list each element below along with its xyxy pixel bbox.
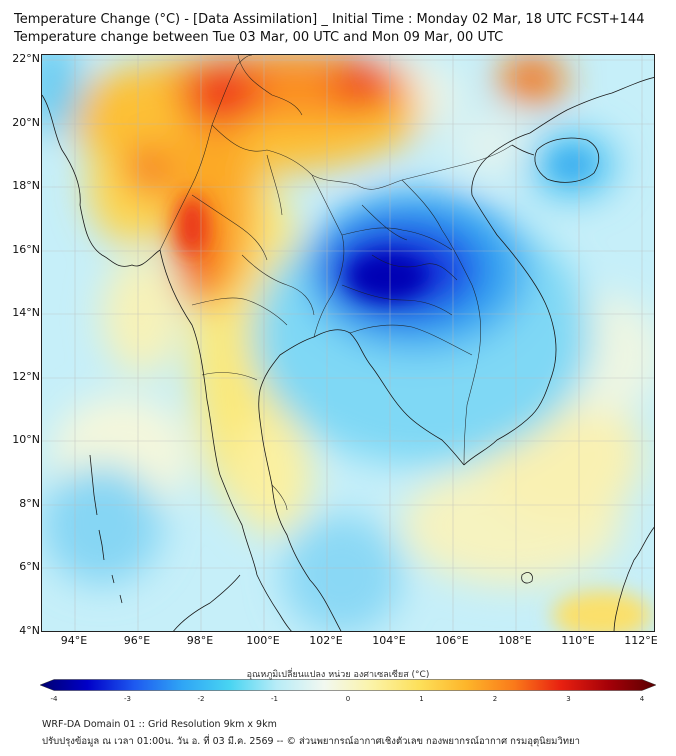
lat-label: 18°N	[12, 179, 40, 192]
coastlines	[42, 77, 654, 631]
lat-label: 16°N	[12, 243, 40, 256]
lon-label: 108°E	[498, 634, 532, 647]
lon-label: 104°E	[372, 634, 406, 647]
lon-label: 110°E	[561, 634, 595, 647]
lat-label: 8°N	[19, 497, 40, 510]
colorbar-tick: -4	[50, 695, 58, 703]
lat-label: 6°N	[19, 560, 40, 573]
colorbar-tick: -1	[271, 695, 278, 703]
colorbar-tick: -3	[124, 695, 131, 703]
map-subtitle: Temperature change between Tue 03 Mar, 0…	[14, 30, 504, 45]
colorbar-tick: 1	[419, 695, 424, 703]
temperature-change-map[interactable]	[41, 54, 655, 632]
lon-label: 100°E	[246, 634, 280, 647]
map-canvas	[42, 55, 654, 631]
graticule	[42, 55, 654, 631]
lon-label: 94°E	[60, 634, 88, 647]
lon-label: 102°E	[309, 634, 343, 647]
lat-label: 10°N	[12, 433, 40, 446]
colorbar	[40, 679, 656, 691]
lat-label: 4°N	[19, 624, 40, 637]
colorbar-tick: 3	[566, 695, 571, 703]
lon-label: 112°E	[624, 634, 658, 647]
lat-label: 12°N	[12, 370, 40, 383]
field-detail	[177, 150, 652, 631]
colorbar-tick: -2	[197, 695, 205, 703]
colorbar-tick: 4	[639, 695, 645, 703]
footer-model-info: WRF-DA Domain 01 :: Grid Resolution 9km …	[42, 719, 277, 730]
colorbar-tick: 2	[492, 695, 498, 703]
borders	[159, 55, 513, 511]
lat-label: 14°N	[12, 306, 40, 319]
footer-update-info: ปรับปรุงข้อมูล ณ เวลา 01:00น. วัน อ. ที่…	[42, 736, 580, 747]
lon-label: 106°E	[435, 634, 469, 647]
colorbar-gradient	[40, 679, 656, 691]
lat-label: 20°N	[12, 116, 40, 129]
lat-label: 22°N	[12, 52, 40, 65]
map-title: Temperature Change (°C) - [Data Assimila…	[14, 12, 645, 27]
temperature-field	[42, 55, 654, 631]
colorbar-tick: 0	[345, 695, 351, 703]
lon-label: 98°E	[186, 634, 214, 647]
colorbar-title: อุณหภูมิเปลี่ยนแปลง หน่วย องศาเซลเซียส (…	[246, 670, 430, 680]
lon-label: 96°E	[123, 634, 151, 647]
